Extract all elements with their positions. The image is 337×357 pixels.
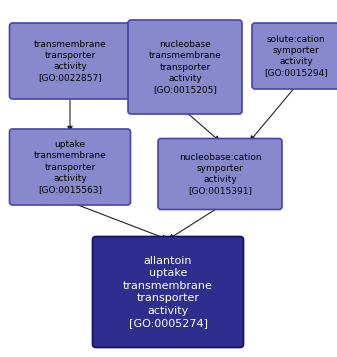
Text: nucleobase:cation
symporter
activity
[GO:0015391]: nucleobase:cation symporter activity [GO… (179, 153, 261, 195)
Text: solute:cation
symporter
activity
[GO:0015294]: solute:cation symporter activity [GO:001… (264, 35, 328, 77)
FancyBboxPatch shape (92, 236, 244, 347)
FancyBboxPatch shape (128, 20, 242, 114)
Text: allantoin
uptake
transmembrane
transporter
activity
[GO:0005274]: allantoin uptake transmembrane transport… (123, 256, 213, 328)
FancyBboxPatch shape (158, 139, 282, 210)
Text: uptake
transmembrane
transporter
activity
[GO:0015563]: uptake transmembrane transporter activit… (34, 140, 106, 194)
FancyBboxPatch shape (252, 23, 337, 89)
Text: nucleobase
transmembrane
transporter
activity
[GO:0015205]: nucleobase transmembrane transporter act… (149, 40, 221, 94)
FancyBboxPatch shape (9, 23, 130, 99)
FancyBboxPatch shape (9, 129, 130, 205)
Text: transmembrane
transporter
activity
[GO:0022857]: transmembrane transporter activity [GO:0… (34, 40, 106, 82)
